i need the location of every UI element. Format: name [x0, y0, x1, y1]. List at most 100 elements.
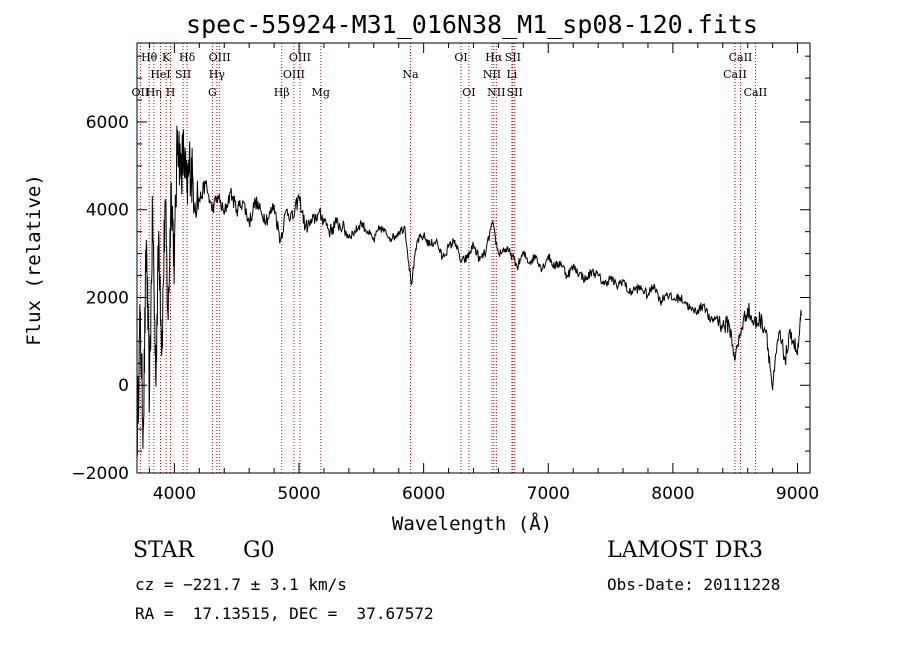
emission-line-markers	[139, 43, 756, 473]
data-point	[173, 261, 175, 263]
coordinates: RA = 17.13515, DEC = 37.67572	[135, 604, 434, 623]
data-point	[466, 257, 468, 259]
data-point	[217, 195, 219, 198]
data-point	[800, 314, 802, 316]
y-axis-label: Flux (relative)	[23, 174, 45, 346]
data-point	[691, 310, 693, 312]
data-point	[317, 213, 319, 215]
emission-line-label: OI	[462, 86, 475, 99]
data-point	[684, 301, 686, 303]
data-point	[192, 182, 194, 185]
data-point	[578, 272, 581, 274]
emission-line-label: Hα	[485, 51, 503, 64]
emission-line-label: CaII	[723, 68, 747, 81]
redshift-readout: cz = −221.7 ± 3.1 km/s	[135, 575, 347, 594]
data-point	[170, 182, 172, 185]
data-point	[298, 195, 300, 198]
y-tick-label: −2000	[71, 464, 129, 484]
data-point	[560, 261, 562, 263]
data-point	[666, 292, 668, 294]
data-point	[753, 323, 755, 325]
data-point	[423, 235, 425, 237]
data-point	[747, 307, 749, 310]
data-point	[734, 358, 736, 360]
data-point	[273, 204, 275, 206]
data-point	[591, 270, 593, 272]
data-point	[329, 231, 331, 233]
data-point	[204, 182, 207, 185]
data-point	[441, 257, 443, 259]
data-point	[740, 327, 743, 329]
data-point	[186, 191, 188, 193]
data-point	[279, 239, 281, 242]
data-point	[485, 250, 487, 253]
data-point	[304, 226, 306, 228]
data-point	[504, 248, 506, 250]
emission-line-label: OII	[132, 86, 150, 99]
emission-line-label: Hδ	[179, 51, 196, 64]
x-tick-label: 8000	[651, 484, 694, 504]
data-point	[784, 358, 786, 360]
data-point	[715, 316, 718, 318]
data-point	[703, 303, 705, 305]
obs-date: Obs-Date: 20111228	[607, 575, 781, 594]
data-point	[447, 246, 450, 248]
data-point	[342, 226, 344, 228]
data-point	[360, 222, 362, 224]
data-point	[790, 331, 792, 334]
data-point	[229, 191, 232, 193]
object-subclass: G0	[243, 538, 275, 563]
data-point	[158, 231, 160, 233]
data-point	[354, 231, 356, 233]
data-point	[236, 209, 238, 211]
data-point	[242, 200, 244, 202]
data-point	[796, 353, 799, 356]
data-point	[622, 279, 624, 281]
emission-line-label: CaII	[729, 51, 753, 64]
data-point	[391, 237, 394, 239]
data-point	[765, 329, 767, 331]
emission-line-label: Na	[402, 68, 419, 81]
data-point	[261, 213, 263, 215]
emission-line-label: Li	[506, 68, 517, 81]
x-tick-label: 7000	[527, 484, 570, 504]
data-point	[541, 268, 543, 270]
data-point	[510, 253, 512, 255]
data-point	[180, 169, 182, 171]
x-tick-label: 5000	[277, 484, 320, 504]
plot-frame	[136, 42, 811, 474]
data-point	[454, 239, 456, 242]
data-point	[653, 283, 655, 285]
data-point	[435, 239, 437, 242]
data-point	[348, 235, 350, 237]
data-point	[267, 217, 269, 220]
data-point	[416, 239, 419, 242]
y-tick-label: 0	[118, 376, 129, 396]
data-point	[410, 283, 412, 285]
data-point	[572, 266, 574, 268]
data-point	[709, 321, 711, 323]
emission-line-label: Hθ	[141, 51, 158, 64]
emission-line-label: SII	[507, 86, 523, 99]
emission-line-labels: OII Hθ Hη HeI K H SII Hδ G Hγ OIII Hβ OIII OIII Mg Na OI…	[132, 51, 768, 99]
data-point	[697, 310, 699, 312]
data-point	[722, 325, 724, 327]
data-point	[310, 222, 313, 224]
emission-line-label: OIII	[289, 51, 311, 64]
data-point	[211, 209, 213, 211]
emission-line-label: SII	[175, 68, 191, 81]
data-point	[223, 213, 225, 215]
data-point	[164, 200, 166, 202]
data-point	[672, 299, 674, 301]
data-point	[254, 200, 256, 202]
y-tick-label: 6000	[86, 113, 129, 133]
axis-ticks	[137, 43, 810, 474]
data-point	[553, 266, 556, 268]
data-point	[145, 239, 147, 242]
emission-line-label: K	[162, 51, 171, 64]
x-tick-labels: 4000 5000 6000 7000 8000 9000	[153, 484, 819, 504]
data-point	[472, 244, 475, 246]
y-tick-label: 2000	[86, 288, 129, 308]
data-point	[647, 294, 649, 296]
data-point	[597, 274, 599, 277]
